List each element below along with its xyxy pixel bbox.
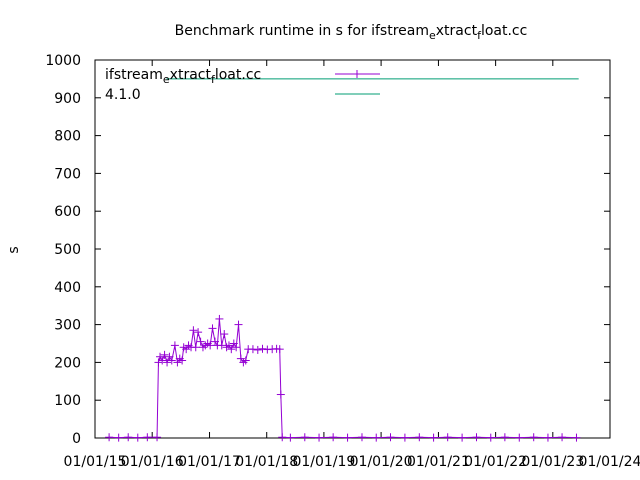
data-point-series-1 (217, 341, 226, 350)
legend-label-part-3: loat.cc (215, 67, 261, 83)
y-tick-label: 400 (54, 280, 81, 296)
x-tick-label: 01/01/20 (350, 454, 413, 470)
x-tick-label: 01/01/24 (579, 454, 640, 470)
data-point-series-1 (191, 343, 200, 352)
y-tick-label: 300 (54, 318, 81, 334)
x-tick-label: 01/01/16 (121, 454, 184, 470)
y-tick-label: 600 (54, 204, 81, 220)
y-axis-label: s (6, 246, 22, 253)
y-tick-label: 700 (54, 166, 81, 182)
data-point-series-1 (189, 326, 198, 335)
legend-label-part-1: ifstream (105, 67, 163, 83)
data-point-series-1 (196, 337, 205, 346)
data-point-series-1 (248, 345, 257, 354)
x-tick-label: 01/01/15 (64, 454, 127, 470)
data-point-series-1 (286, 433, 295, 442)
data-point-series-1 (133, 433, 142, 442)
data-point-series-1 (443, 433, 452, 442)
data-point-series-1 (275, 345, 284, 354)
data-point-series-1 (227, 345, 236, 354)
x-tick-label: 01/01/23 (521, 454, 584, 470)
series-line-1 (109, 318, 577, 439)
data-point-series-1 (158, 356, 167, 365)
data-point-series-1 (543, 433, 552, 442)
data-point-series-1 (300, 433, 309, 442)
y-tick-label: 800 (54, 129, 81, 145)
plot-layer: 0 100 200 300 400 500 600 700 800 900 1000 01/01/15… (45, 53, 640, 470)
y-tick-label: 100 (54, 393, 81, 409)
data-point-series-1 (105, 433, 114, 442)
data-point-series-1 (278, 433, 287, 442)
data-point-series-1 (357, 433, 366, 442)
chart-title-sub-1: e (429, 29, 436, 42)
data-point-series-1 (215, 314, 224, 323)
data-point-series-1 (163, 358, 172, 367)
data-point-series-1 (572, 433, 581, 442)
data-point-series-1 (315, 433, 324, 442)
data-point-series-1 (500, 433, 509, 442)
data-point-series-1 (400, 433, 409, 442)
data-point-series-1 (167, 356, 176, 365)
data-point-series-1 (160, 350, 169, 359)
data-point-series-1 (232, 343, 241, 352)
data-point-series-1 (372, 433, 381, 442)
data-point-series-1 (170, 341, 179, 350)
legend: ifstreamextractfloat.cc 4.1.0 (105, 67, 380, 103)
data-point-series-1 (253, 345, 262, 354)
chart-title-part-1: Benchmark runtime in s for ifstream (175, 23, 429, 39)
data-point-series-1 (114, 433, 123, 442)
data-point-series-1 (241, 356, 250, 365)
data-point-series-1 (258, 344, 267, 353)
data-point-series-1 (472, 433, 481, 442)
legend-label-sub-1: e (163, 73, 170, 86)
legend-label-series-1: ifstreamextractfloat.cc (105, 67, 261, 86)
legend-label-sub-2: f (211, 73, 216, 86)
data-point-series-1 (220, 330, 229, 339)
data-point-series-1 (529, 433, 538, 442)
chart-title: Benchmark runtime in s for ifstreamextra… (175, 23, 528, 42)
data-point-series-1 (515, 433, 524, 442)
x-tick-label: 01/01/22 (464, 454, 527, 470)
data-point-series-1 (143, 433, 152, 442)
y-tick-label: 500 (54, 242, 81, 258)
legend-label-series-2: 4.1.0 (105, 87, 141, 103)
data-point-series-1 (206, 341, 215, 350)
data-point-series-1 (386, 433, 395, 442)
data-point-series-1 (486, 433, 495, 442)
data-point-series-1 (343, 433, 352, 442)
data-point-series-1 (234, 320, 243, 329)
y-tick-label: 200 (54, 355, 81, 371)
x-tick-label: 01/01/18 (235, 454, 298, 470)
data-point-series-1 (558, 433, 567, 442)
plot-frame (94, 59, 611, 439)
data-point-series-1 (429, 433, 438, 442)
data-point-series-1 (194, 328, 203, 337)
legend-label-part-2: xtract (170, 67, 212, 83)
data-point-series-1 (458, 433, 467, 442)
data-point-series-1 (153, 433, 162, 442)
data-point-series-1 (415, 433, 424, 442)
data-point-series-1 (276, 390, 285, 399)
data-point-series-1 (178, 356, 187, 365)
data-point-series-1 (124, 433, 133, 442)
data-point-series-1 (154, 358, 163, 367)
chart-title-part-3: loat.cc (481, 23, 527, 39)
data-point-series-1 (208, 324, 217, 333)
x-tick-label: 01/01/21 (407, 454, 470, 470)
y-tick-label: 900 (54, 91, 81, 107)
y-tick-label: 0 (72, 431, 81, 447)
x-tick-label: 01/01/19 (292, 454, 355, 470)
y-tick-label: 1000 (45, 53, 81, 69)
x-tick-label: 01/01/17 (178, 454, 241, 470)
chart-title-sub-2: f (477, 29, 482, 42)
data-point-series-1 (329, 433, 338, 442)
chart-title-part-2: xtract (436, 23, 478, 39)
